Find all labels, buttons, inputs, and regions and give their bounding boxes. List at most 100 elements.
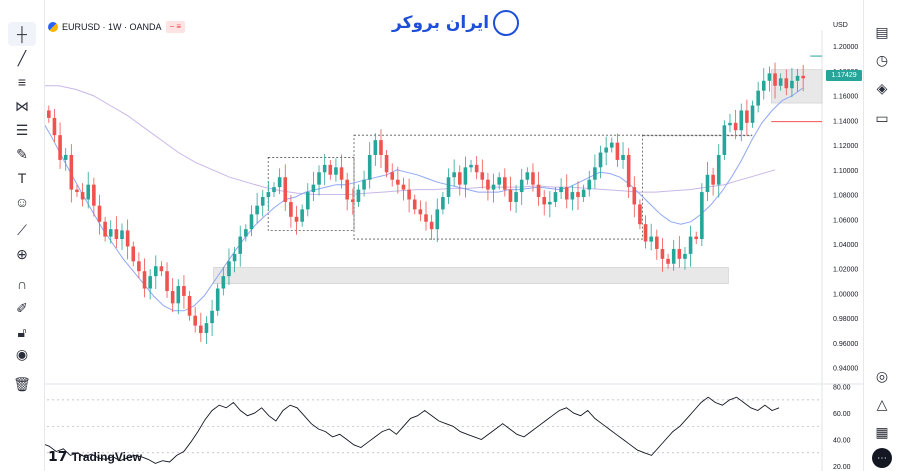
candle-body xyxy=(384,154,389,173)
layers-icon[interactable]: ◈ xyxy=(876,79,888,96)
tv-mark-icon: 𝟭𝟳 xyxy=(48,448,68,464)
magnet-icon[interactable]: ∩ xyxy=(16,276,28,292)
price-tick-label: 0.94000 xyxy=(833,366,858,373)
candle-body xyxy=(334,167,338,175)
candle-body xyxy=(525,172,530,180)
candle-body xyxy=(148,276,152,289)
candle-body xyxy=(429,221,434,230)
hotlist-icon[interactable]: ◎ xyxy=(875,367,889,384)
candle-body xyxy=(47,110,51,118)
rsi-tick-label: 40.00 xyxy=(833,438,851,445)
pattern-icon[interactable]: ⋈ xyxy=(15,97,29,114)
candle-body xyxy=(700,192,704,240)
right-toolbar: ▤ ◷ ◈ ▭ ◎ △ ▦ ⋯ xyxy=(863,0,900,471)
tradingview-logo[interactable]: 𝟭𝟳 TradingView xyxy=(48,448,142,465)
alarm-icon[interactable]: ◷ xyxy=(875,51,889,68)
price-tick-label: 1.20000 xyxy=(833,44,858,51)
candle-body xyxy=(390,172,395,180)
horizontal-lines-icon[interactable]: ≡ xyxy=(17,74,27,90)
candle-body xyxy=(131,246,136,262)
ruler-icon[interactable]: ⟋ xyxy=(17,221,27,238)
brush-icon[interactable]: ✎ xyxy=(16,145,28,162)
price-tick-label: 1.06000 xyxy=(833,217,858,224)
candle-body xyxy=(683,253,687,259)
candle-body xyxy=(401,184,406,190)
candle-body xyxy=(598,152,603,168)
candle-body xyxy=(694,236,699,240)
trendline-icon[interactable]: ╱ xyxy=(17,49,27,66)
candle-body xyxy=(649,236,653,242)
eye-icon[interactable]: ◉ xyxy=(15,345,29,362)
candle-body xyxy=(457,172,462,185)
sma-slow-line xyxy=(42,85,776,195)
fib-icon[interactable]: ☰ xyxy=(15,121,29,138)
candle-body xyxy=(193,315,197,326)
candle-body xyxy=(317,172,321,185)
candle-body xyxy=(784,78,789,89)
candle-body xyxy=(272,187,276,193)
candle-body xyxy=(356,189,361,202)
pulse-icon[interactable]: △ xyxy=(876,395,888,412)
left-toolbar: ┼ ╱ ≡ ⋈ ☰ ✎ T ☺ ⟋ ⊕ ∩ ✐ 🔓︎ ◉ 🗑︎ xyxy=(0,0,45,471)
brand-logo: ایران بروکر xyxy=(392,10,520,36)
candle-body xyxy=(508,189,513,202)
candle-body xyxy=(159,266,164,272)
tv-logo-text: TradingView xyxy=(71,449,142,464)
candle-body xyxy=(221,276,226,289)
symbol-flag-icon xyxy=(48,22,58,32)
price-tick-label: 1.02000 xyxy=(833,267,858,274)
candle-body xyxy=(638,204,642,225)
candle-body xyxy=(514,192,518,202)
candle-body xyxy=(711,174,715,185)
symbol-header[interactable]: EURUSD · 1W · OANDA − ≡ xyxy=(48,18,186,36)
candle-body xyxy=(593,167,597,180)
candle-body xyxy=(705,174,710,193)
candle-body xyxy=(688,236,693,254)
trash-icon[interactable]: 🗑︎ xyxy=(13,375,31,392)
candle-body xyxy=(745,110,749,123)
candle-body xyxy=(407,189,411,200)
candle-body xyxy=(474,164,479,173)
candle-body xyxy=(491,184,496,190)
chat-icon[interactable]: ▭ xyxy=(875,109,889,126)
candle-body xyxy=(626,154,631,188)
candle-body xyxy=(379,140,383,155)
candle-body xyxy=(69,154,74,190)
candle-body xyxy=(80,192,85,200)
calendar-icon[interactable]: ▦ xyxy=(875,423,889,440)
crosshair-icon[interactable]: ┼ xyxy=(8,22,36,46)
candle-body xyxy=(120,230,124,240)
candle-body xyxy=(778,78,783,86)
watchlist-icon[interactable]: ▤ xyxy=(875,23,889,40)
candle-body xyxy=(773,73,777,86)
lock-icon[interactable]: 🔓︎ xyxy=(17,323,27,340)
price-tick-label: 0.96000 xyxy=(833,341,858,348)
zoom-in-icon[interactable]: ⊕ xyxy=(16,245,28,262)
symbol-badge[interactable]: − ≡ xyxy=(165,21,186,33)
candle-body xyxy=(114,229,119,240)
candle-body xyxy=(609,142,614,148)
range-box xyxy=(353,134,644,240)
candle-body xyxy=(795,75,800,81)
candle-body xyxy=(103,221,107,237)
candle-body xyxy=(446,177,451,198)
candle-body xyxy=(142,271,147,289)
candle-body xyxy=(283,177,288,202)
candle-body xyxy=(469,164,473,168)
candle-body xyxy=(486,179,490,190)
candle-body xyxy=(373,140,378,155)
candle-body xyxy=(170,290,175,304)
emoji-icon[interactable]: ☺ xyxy=(14,194,30,210)
candle-body xyxy=(97,205,102,222)
candle-body xyxy=(756,90,760,106)
candle-body xyxy=(519,179,524,193)
last-price-tag: 1.17429 xyxy=(826,70,862,81)
lock-draw-icon[interactable]: ✐ xyxy=(16,299,28,316)
candle-body xyxy=(182,286,186,296)
candle-body xyxy=(548,201,552,205)
rsi-tick-label: 80.00 xyxy=(833,385,851,392)
sma-fast-line xyxy=(41,87,803,312)
text-icon[interactable]: T xyxy=(17,170,27,186)
more-icon[interactable]: ⋯ xyxy=(872,448,892,468)
